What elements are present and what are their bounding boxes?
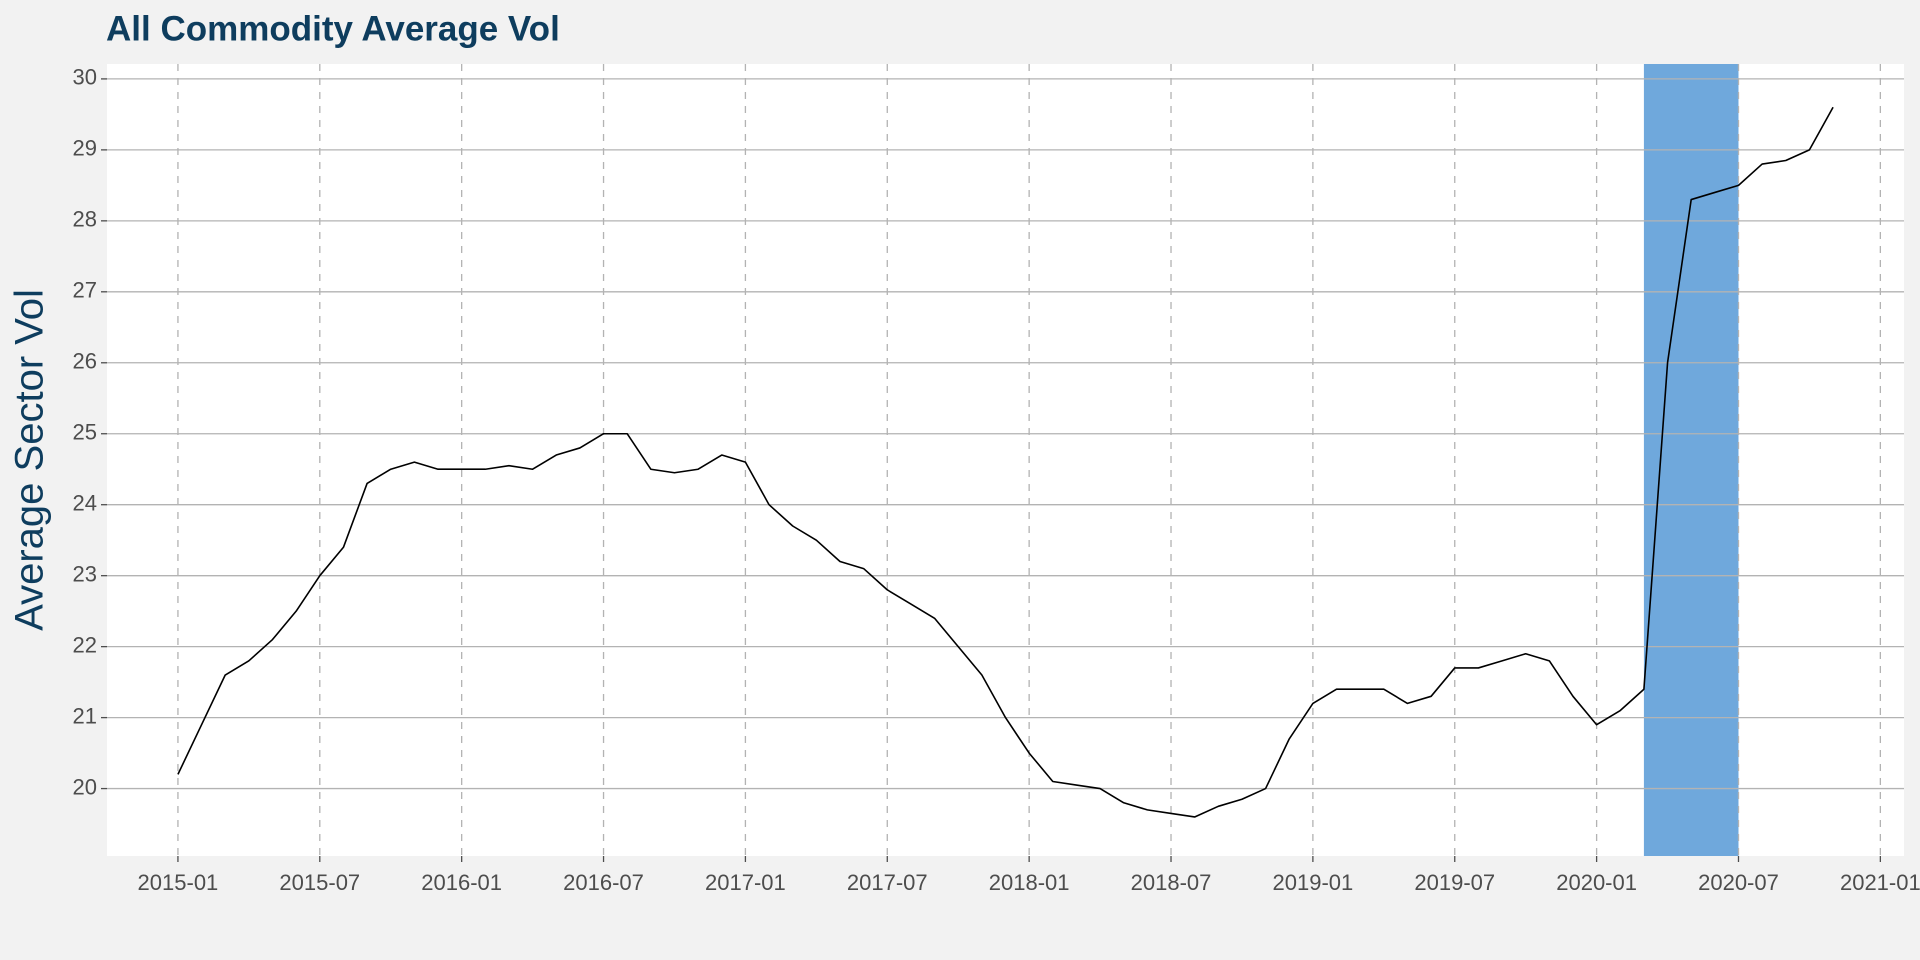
- y-tick-label: 29: [73, 136, 97, 161]
- y-tick-label: 28: [73, 207, 97, 232]
- x-tick-label: 2015-07: [279, 870, 360, 895]
- x-tick-label: 2016-07: [563, 870, 644, 895]
- x-tick-label: 2020-01: [1556, 870, 1637, 895]
- x-tick-label: 2016-01: [421, 870, 502, 895]
- x-tick-label: 2017-01: [705, 870, 786, 895]
- y-tick-label: 25: [73, 420, 97, 445]
- y-tick-label: 24: [73, 491, 97, 516]
- x-tick-label: 2017-07: [847, 870, 928, 895]
- x-tick-label: 2018-01: [989, 870, 1070, 895]
- highlight-band: [1643, 64, 1739, 856]
- y-tick-label: 27: [73, 278, 97, 303]
- y-axis-label: Average Sector Vol: [8, 289, 52, 631]
- y-tick-label: 30: [73, 65, 97, 90]
- line: [177, 106, 1834, 818]
- x-tick-label: 2019-01: [1273, 870, 1354, 895]
- y-tick-label: 26: [73, 349, 97, 374]
- y-tick-label: 22: [73, 632, 97, 657]
- y-tick-label: 21: [73, 703, 97, 728]
- x-tick-label: 2020-07: [1698, 870, 1779, 895]
- x-tick-label: 2018-07: [1131, 870, 1212, 895]
- x-tick-label: 2015-01: [138, 870, 219, 895]
- x-tick-label: 2021-01: [1840, 870, 1920, 895]
- plot-area: [107, 64, 1904, 856]
- chart-title: All Commodity Average Vol: [106, 9, 560, 48]
- y-tick-label: 20: [73, 774, 97, 799]
- x-tick-label: 2019-07: [1414, 870, 1495, 895]
- y-tick-label: 23: [73, 561, 97, 586]
